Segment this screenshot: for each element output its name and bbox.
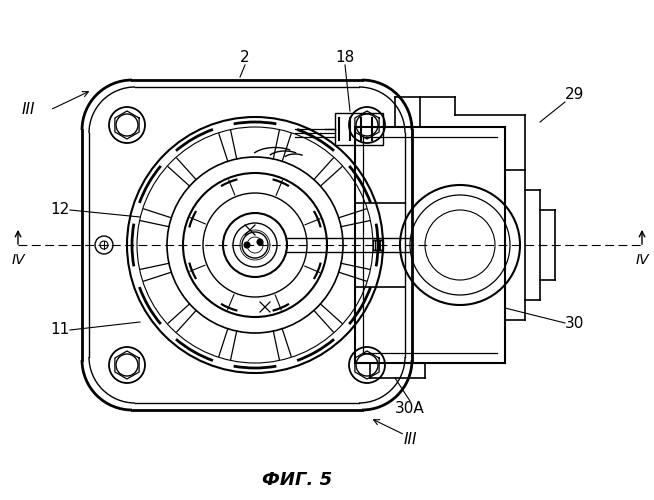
Text: ФИГ. 5: ФИГ. 5: [262, 471, 332, 489]
Text: III: III: [404, 432, 417, 448]
Text: 29: 29: [565, 87, 585, 102]
Text: 12: 12: [51, 202, 70, 218]
Text: IV: IV: [11, 253, 25, 267]
Text: 30: 30: [565, 316, 585, 330]
Text: 18: 18: [336, 50, 354, 65]
Text: 2: 2: [240, 50, 250, 65]
Bar: [335, 113, 383, 145]
Bar: [373, 240, 383, 250]
Circle shape: [257, 239, 263, 245]
Text: III: III: [21, 102, 35, 118]
Circle shape: [244, 242, 250, 248]
Text: 11: 11: [51, 322, 70, 338]
Text: IV: IV: [635, 253, 649, 267]
Text: 30A: 30A: [395, 401, 425, 416]
